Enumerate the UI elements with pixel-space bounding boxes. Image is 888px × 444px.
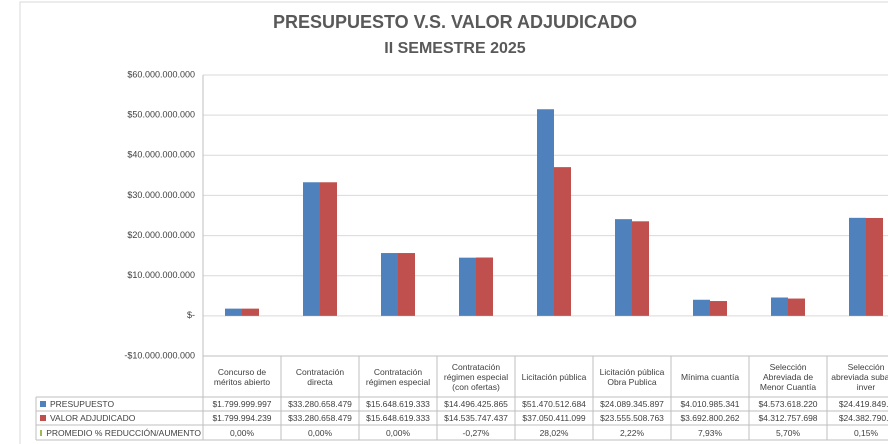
y-tick-label: $10.000.000.000 bbox=[127, 270, 195, 280]
y-tick-label: $50.000.000.000 bbox=[127, 110, 195, 120]
y-tick-label: $- bbox=[187, 310, 195, 320]
bar bbox=[849, 217, 866, 316]
table-value: 0,00% bbox=[229, 427, 255, 438]
y-tick-label: $30.000.000.000 bbox=[127, 190, 195, 200]
legend-entry: PROMEDIO % REDUCCIÓN/AUMENTO bbox=[38, 425, 201, 440]
bar bbox=[771, 297, 788, 316]
bar bbox=[459, 257, 476, 316]
table-value: 0,00% bbox=[307, 427, 333, 438]
table-value: 5,70% bbox=[775, 427, 801, 438]
category-label: Contratación régimen especial bbox=[365, 366, 431, 387]
legend-label: PROMEDIO % REDUCCIÓN/AUMENTO bbox=[46, 427, 201, 438]
chart-border bbox=[19, 1, 888, 444]
table-value: $15.648.619.333 bbox=[366, 399, 430, 409]
table-value: 28,02% bbox=[539, 427, 569, 438]
table-value: $24.419.849.2 bbox=[838, 399, 888, 409]
bar bbox=[381, 253, 398, 316]
bar bbox=[788, 298, 805, 316]
bar bbox=[615, 219, 632, 316]
y-tick-label: $40.000.000.000 bbox=[127, 150, 195, 160]
legend-entry: PRESUPUESTO bbox=[38, 397, 201, 411]
category-label: Licitación pública bbox=[521, 371, 587, 382]
table-value: $4.573.618.220 bbox=[758, 399, 818, 409]
table-value: $37.050.411.099 bbox=[522, 413, 586, 423]
bar bbox=[476, 257, 493, 316]
category-label: Mínima cuantía bbox=[680, 371, 740, 382]
legend-swatch bbox=[40, 401, 46, 407]
bar bbox=[242, 308, 259, 316]
category-label: Licitación pública Obra Publica bbox=[599, 366, 665, 387]
bar bbox=[866, 217, 883, 316]
legend-label: VALOR ADJUDICADO bbox=[50, 413, 136, 423]
table-value: $15.648.619.333 bbox=[366, 413, 430, 423]
table-value: 0,00% bbox=[385, 427, 411, 438]
legend-label: PRESUPUESTO bbox=[50, 399, 115, 409]
bar bbox=[320, 182, 337, 316]
table-value: -0,27% bbox=[462, 427, 490, 438]
table-value: $1.799.994.239 bbox=[212, 413, 272, 423]
table-value: 2,22% bbox=[619, 427, 645, 438]
table-value: $14.535.747.437 bbox=[444, 413, 508, 423]
chart-subtitle: II SEMESTRE 2025 bbox=[384, 40, 525, 57]
table-value: $4.312.757.698 bbox=[758, 413, 818, 423]
table-value: $24.382.790.2 bbox=[838, 413, 888, 423]
table-value: 7,93% bbox=[697, 427, 723, 438]
table-value: 0,15% bbox=[853, 427, 879, 438]
table-value: $23.555.508.763 bbox=[600, 413, 664, 423]
table-value: $1.799.999.997 bbox=[212, 399, 272, 409]
table-value: $33.280.658.479 bbox=[288, 399, 352, 409]
bar bbox=[303, 182, 320, 316]
table-value: $14.496.425.865 bbox=[444, 399, 508, 409]
category-label: Concurso de méritos abierto bbox=[213, 366, 271, 387]
bar bbox=[398, 253, 415, 316]
category-label: Selección abreviada subasta inver bbox=[831, 361, 888, 392]
y-tick-label: -$10.000.000.000 bbox=[124, 350, 195, 360]
table-value: $4.010.985.341 bbox=[680, 399, 740, 409]
bar bbox=[710, 301, 727, 316]
category-label: Selección Abreviada de Menor Cuantía bbox=[759, 361, 817, 392]
category-label: Contratación régimen especial (con ofert… bbox=[443, 361, 509, 392]
category-label: Contratación directa bbox=[295, 366, 345, 387]
table-value: $24.089.345.897 bbox=[600, 399, 664, 409]
bar bbox=[225, 308, 242, 316]
legend-entry: VALOR ADJUDICADO bbox=[38, 411, 201, 425]
bar bbox=[693, 299, 710, 316]
legend-swatch bbox=[40, 429, 43, 436]
table-value: $51.470.512.684 bbox=[522, 399, 586, 409]
bar bbox=[554, 167, 571, 316]
legend-swatch bbox=[40, 415, 46, 421]
y-tick-label: $20.000.000.000 bbox=[127, 230, 195, 240]
y-tick-label: $60.000.000.000 bbox=[127, 69, 195, 79]
table-value: $33.280.658.479 bbox=[288, 413, 352, 423]
bar bbox=[632, 221, 649, 316]
chart-title: PRESUPUESTO V.S. VALOR ADJUDICADO bbox=[273, 12, 637, 32]
table-value: $3.692.800.262 bbox=[680, 413, 740, 423]
bar bbox=[537, 109, 554, 316]
